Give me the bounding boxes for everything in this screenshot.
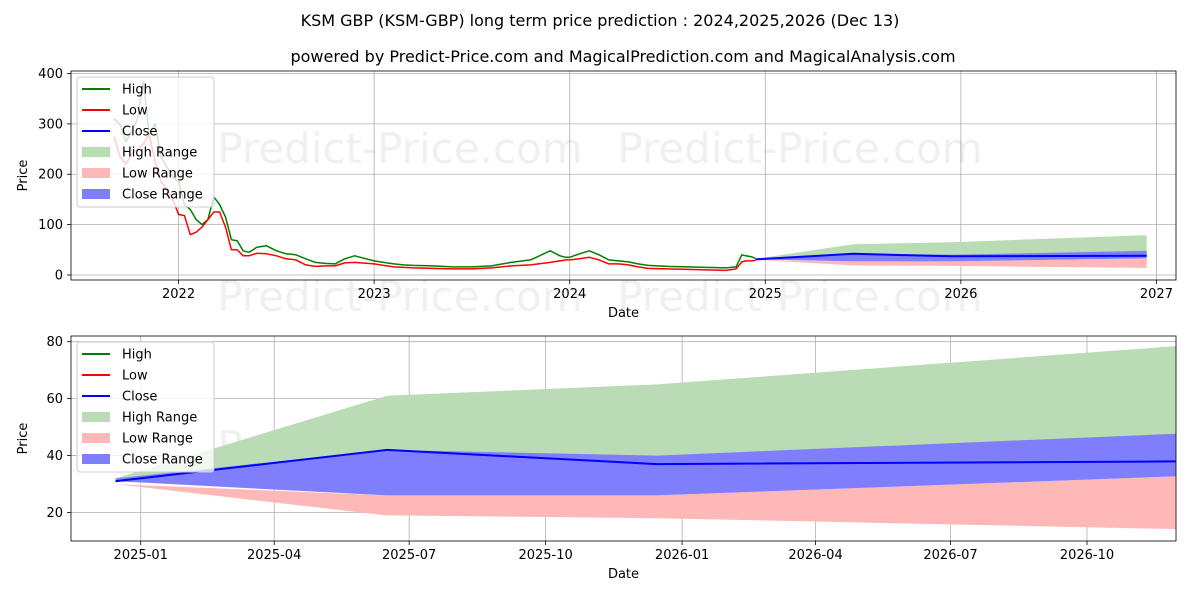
watermark: Predict-Price.com [217, 272, 582, 321]
legend-high-label: High [122, 348, 152, 363]
legend-close-range-label: Close Range [122, 188, 203, 203]
y-tick-label: 200 [38, 168, 63, 183]
legend-low-range-label: Low Range [122, 432, 193, 447]
top-panel: 2022 2023 2024 2025 2026 2027 0 100 200 300 400 Pre… [16, 67, 1177, 321]
legend-high-range-label: High Range [122, 411, 197, 426]
legend-close-range-label: Close Range [122, 453, 203, 468]
legend: High Low Close High Range Low Range Close Ran… [76, 341, 215, 473]
legend-high-range-swatch [82, 147, 110, 157]
y-tick-label: 100 [38, 218, 63, 233]
x-tick-label: 2022 [162, 287, 195, 302]
x-tick-label: 2025-04 [247, 548, 301, 563]
low-history-line [113, 133, 756, 272]
y-tick-label: 60 [46, 392, 63, 407]
x-tick-label: 2023 [358, 287, 391, 302]
x-axis-label: Date [608, 567, 639, 582]
legend-box [76, 341, 215, 473]
bottom-panel: 2025-01 2025-04 2025-07 2025-10 2026-01 2026-… [16, 335, 1177, 582]
x-tick-label: 2027 [1140, 287, 1173, 302]
x-axis-label: Date [608, 306, 639, 321]
axes-frame [70, 335, 1177, 542]
legend-close-range-swatch [82, 454, 110, 464]
y-axis-label: Price [16, 423, 31, 455]
x-tick-label: 2026-04 [788, 548, 842, 563]
plot-area [113, 80, 1147, 272]
legend-low-range-swatch [82, 168, 110, 178]
x-tick-label: 2025-07 [382, 548, 436, 563]
low-range-band [115, 476, 1176, 530]
y-tick-label: 40 [46, 449, 63, 464]
x-tick-label: 2026-10 [1060, 548, 1114, 563]
plot-area [115, 346, 1176, 530]
y-tick-label: 80 [46, 335, 63, 350]
x-tick-label: 2026-01 [655, 548, 709, 563]
y-tick-label: 400 [38, 67, 63, 82]
chart-subtitle: powered by Predict-Price.com and Magical… [290, 47, 955, 66]
x-tick-label: 2025-01 [114, 548, 168, 563]
legend-high-label: High [122, 83, 152, 98]
legend-low-label: Low [122, 369, 148, 384]
x-tick-label: 2025-10 [518, 548, 572, 563]
y-axis-label: Price [16, 160, 31, 192]
legend-close-label: Close [122, 125, 157, 140]
close-forecast-line [755, 252, 1147, 261]
x-tick-label: 2026 [944, 287, 977, 302]
axes-frame [70, 70, 1177, 281]
legend-box [76, 76, 215, 208]
watermark: Predict-Price.com [617, 124, 982, 173]
close-forecast-line [115, 448, 1176, 483]
y-tick-label: 20 [46, 506, 63, 521]
watermark: Predict-Price.com [217, 124, 582, 173]
legend-close-label: Close [122, 390, 157, 405]
legend: High Low Close High Range Low Range Close Ran… [76, 76, 215, 208]
legend-high-range-label: High Range [122, 146, 197, 161]
x-tick-label: 2024 [553, 287, 586, 302]
low-range-band [755, 258, 1147, 268]
x-tick-label: 2025 [749, 287, 782, 302]
legend-low-label: Low [122, 104, 148, 119]
grid [71, 71, 1176, 280]
chart-title: KSM GBP (KSM-GBP) long term price predic… [301, 11, 900, 30]
legend-high-range-swatch [82, 412, 110, 422]
y-tick-label: 300 [38, 117, 63, 132]
close-range-band [115, 433, 1176, 496]
legend-low-range-label: Low Range [122, 167, 193, 182]
legend-close-range-swatch [82, 189, 110, 199]
y-tick-label: 0 [55, 268, 63, 283]
x-tick-label: 2026-07 [923, 548, 977, 563]
watermark: Predict-Price.com [617, 272, 982, 321]
legend-low-range-swatch [82, 433, 110, 443]
